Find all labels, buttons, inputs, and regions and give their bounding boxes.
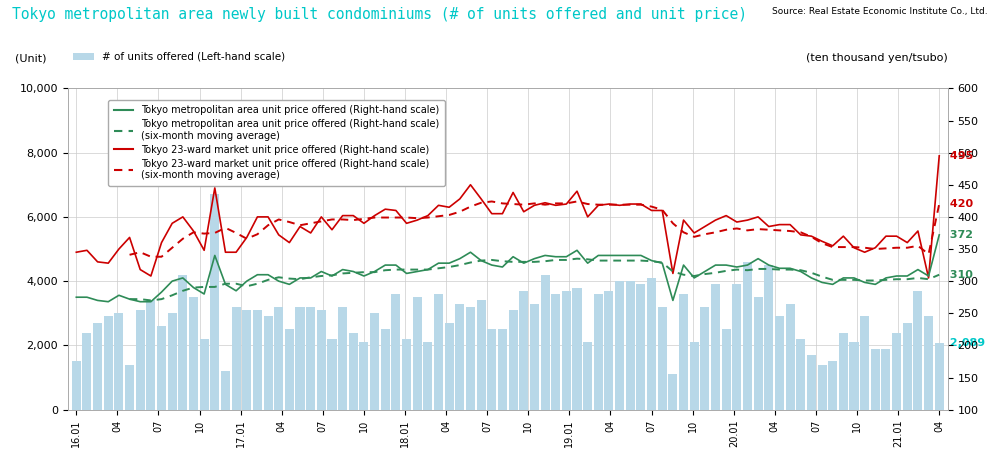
Bar (754, 297, 763, 410)
Bar (93, 323, 102, 410)
Bar (668, 374, 677, 410)
Bar (722, 329, 731, 410)
Bar (903, 323, 912, 410)
Bar (711, 284, 720, 410)
Bar (285, 329, 294, 410)
Bar (807, 355, 816, 410)
Bar (114, 313, 123, 410)
Bar (136, 310, 145, 410)
Bar (647, 278, 656, 410)
Bar (871, 349, 880, 410)
Bar (818, 365, 827, 410)
Text: 2,089: 2,089 (946, 338, 985, 347)
Bar (466, 307, 475, 410)
Bar (125, 365, 134, 410)
Bar (530, 304, 539, 410)
Bar (935, 342, 944, 410)
Bar (477, 300, 486, 410)
Bar (232, 307, 241, 410)
Legend: # of units offered (Left-hand scale): # of units offered (Left-hand scale) (73, 52, 285, 62)
Bar (487, 329, 496, 410)
Bar (679, 294, 688, 410)
Bar (423, 342, 432, 410)
Bar (200, 339, 209, 410)
Bar (498, 329, 507, 410)
Bar (221, 371, 230, 410)
Bar (519, 291, 528, 410)
Bar (551, 294, 560, 410)
Text: (ten thousand yen/tsubo): (ten thousand yen/tsubo) (806, 54, 948, 63)
Bar (572, 287, 582, 410)
Bar (434, 294, 443, 410)
Bar (168, 313, 177, 410)
Bar (828, 361, 837, 410)
Bar (146, 300, 155, 410)
Bar (274, 307, 283, 410)
Text: 310: 310 (946, 270, 972, 280)
Text: Tokyo metropolitan area newly built condominiums (# of units offered and unit pr: Tokyo metropolitan area newly built cond… (12, 7, 747, 22)
Bar (732, 284, 741, 410)
Bar (764, 265, 773, 410)
Bar (359, 342, 368, 410)
Bar (881, 349, 890, 410)
Bar (626, 281, 635, 410)
Bar (338, 307, 347, 410)
Bar (178, 275, 187, 410)
Bar (604, 291, 613, 410)
Bar (849, 342, 859, 410)
Bar (583, 342, 592, 410)
Bar (295, 307, 305, 410)
Bar (796, 339, 805, 410)
Bar (509, 310, 518, 410)
Text: 420: 420 (946, 199, 973, 209)
Bar (317, 310, 326, 410)
Bar (104, 316, 113, 410)
Text: (Unit): (Unit) (15, 54, 46, 63)
Bar (775, 316, 784, 410)
Bar (562, 291, 571, 410)
Bar (413, 297, 422, 410)
Bar (349, 333, 358, 410)
Text: 372: 372 (946, 230, 973, 240)
Bar (743, 262, 752, 410)
Bar (892, 333, 901, 410)
Bar (391, 294, 400, 410)
Bar (327, 339, 337, 410)
Bar (658, 307, 667, 410)
Text: 495: 495 (946, 151, 973, 161)
Bar (913, 291, 922, 410)
Bar (242, 310, 251, 410)
Bar (402, 339, 411, 410)
Bar (839, 333, 848, 410)
Bar (594, 294, 603, 410)
Bar (786, 304, 795, 410)
Bar (370, 313, 379, 410)
Bar (615, 281, 624, 410)
Bar (636, 284, 645, 410)
Bar (700, 307, 709, 410)
Text: Source: Real Estate Economic Institute Co., Ltd.: Source: Real Estate Economic Institute C… (772, 7, 988, 16)
Bar (189, 297, 198, 410)
Bar (72, 361, 81, 410)
Bar (445, 323, 454, 410)
Bar (210, 195, 219, 410)
Bar (924, 316, 933, 410)
Bar (860, 316, 869, 410)
Bar (253, 310, 262, 410)
Bar (264, 316, 273, 410)
Bar (541, 275, 550, 410)
Bar (82, 333, 91, 410)
Bar (381, 329, 390, 410)
Bar (690, 342, 699, 410)
Bar (157, 326, 166, 410)
Bar (306, 307, 315, 410)
Bar (455, 304, 464, 410)
